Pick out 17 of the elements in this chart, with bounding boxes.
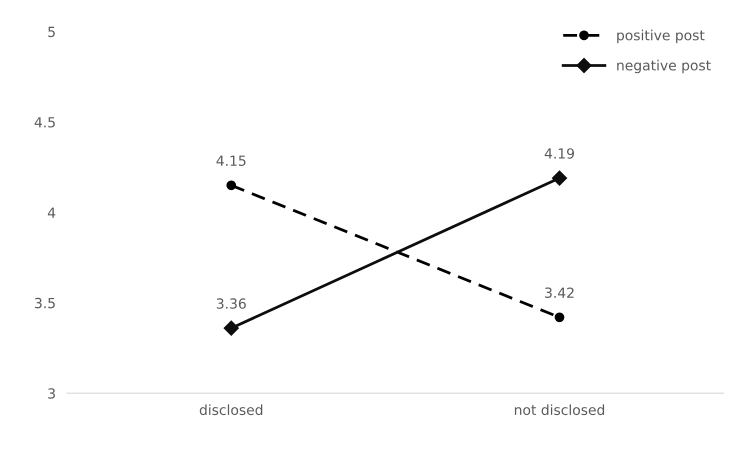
data-label: 4.15 <box>216 156 246 166</box>
point <box>552 170 568 186</box>
y-tick-label: 3 <box>48 388 55 399</box>
point <box>554 312 564 322</box>
y-tick-label: 4 <box>48 208 56 218</box>
point <box>226 180 236 190</box>
y-tick-label: 5 <box>48 26 55 38</box>
legend-label: positive post <box>617 30 705 44</box>
data-label: 4.19 <box>544 148 574 159</box>
x-tick-label: not disclosed <box>514 404 604 416</box>
data-label: 3.36 <box>216 298 246 309</box>
y-tick-label: 4.5 <box>34 117 55 128</box>
legend-label: negative post <box>617 60 711 74</box>
y-tick-label: 3.5 <box>35 298 55 308</box>
point <box>224 320 239 336</box>
data-label: 3.42 <box>545 287 574 298</box>
x-tick-label: disclosed <box>200 404 262 416</box>
